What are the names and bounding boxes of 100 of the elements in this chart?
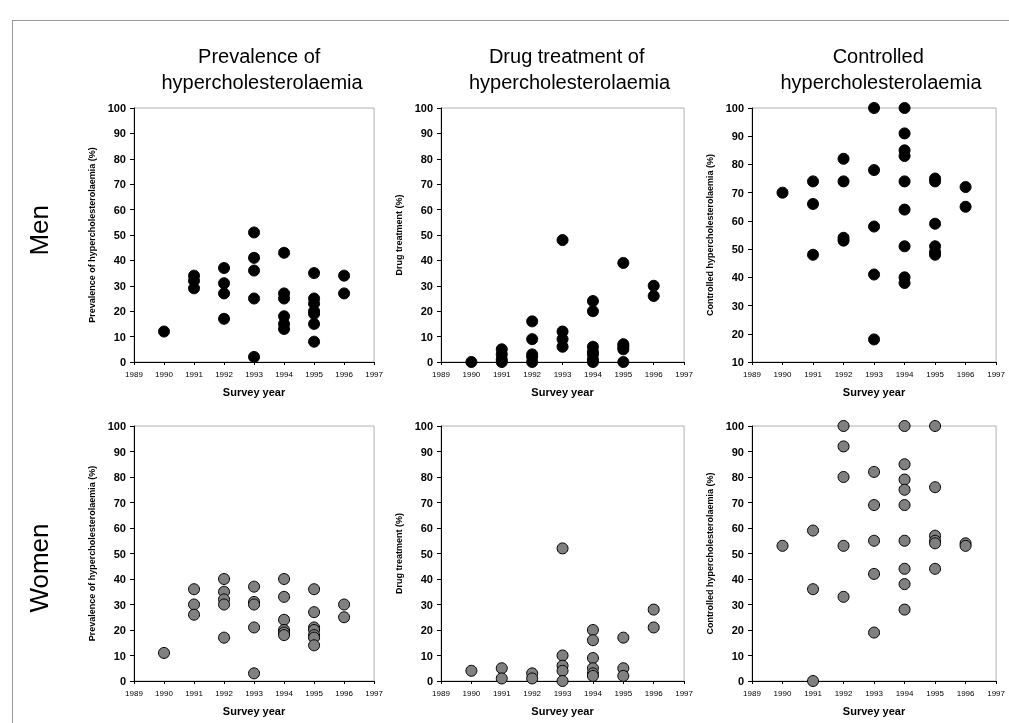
y-tick-label: 30: [420, 598, 433, 611]
x-tick-label: 1990: [155, 369, 174, 379]
y-axis-title: Controlled hypercholesterolaemia (%): [705, 472, 716, 635]
y-tick-label: 50: [113, 547, 126, 560]
y-tick-label: 100: [107, 102, 126, 114]
y-tick-label: 80: [731, 471, 744, 483]
y-tick-label: 10: [420, 330, 433, 343]
x-tick-label: 1997: [365, 369, 384, 379]
x-tick-label: 1997: [675, 369, 694, 379]
y-tick-label: 90: [731, 130, 744, 143]
y-tick-label: 90: [420, 445, 433, 458]
x-tick-label: 1990: [773, 369, 792, 379]
y-tick-label: 30: [420, 279, 433, 292]
x-tick-label: 1993: [245, 688, 264, 698]
y-tick-label: 60: [420, 522, 433, 534]
y-tick-label: 80: [113, 152, 126, 165]
x-tick-label: 1989: [125, 369, 144, 379]
y-tick-label: 100: [414, 102, 433, 114]
x-tick-label: 1990: [773, 688, 792, 698]
y-tick-label: 0: [426, 356, 433, 368]
chart-title: Prevalence of hypercholesterolaemia: [161, 45, 364, 93]
y-tick-label: 60: [113, 203, 126, 216]
chart-title: Controlled hypercholesterolaemia: [780, 45, 983, 93]
y-axis-title: Drug treatment (%): [394, 194, 405, 276]
y-axis-title: Prevalence of hypercholesterolaemia (%): [87, 147, 98, 323]
x-tick-label: 1994: [895, 688, 915, 698]
y-tick-label: 70: [731, 496, 744, 509]
y-tick-label: 0: [119, 675, 126, 687]
x-tick-label: 1993: [553, 369, 572, 379]
x-tick-label: 1996: [335, 369, 354, 379]
y-tick-label: 40: [420, 254, 433, 267]
y-tick-label: 20: [420, 305, 433, 318]
x-axis-title: Survey year: [531, 704, 595, 717]
chart-title: Drug treatment of hypercholesterolaemia: [468, 45, 671, 93]
y-tick-label: 40: [731, 573, 744, 585]
y-tick-label: 40: [420, 573, 433, 585]
y-tick-label: 50: [731, 547, 744, 560]
y-tick-label: 100: [414, 420, 433, 432]
x-tick-label: 1991: [185, 688, 204, 698]
text: Men: [24, 205, 54, 256]
y-tick-label: 30: [113, 598, 126, 611]
y-tick-label: 70: [420, 178, 433, 191]
y-tick-label: 0: [737, 675, 744, 687]
x-tick-label: 1991: [185, 369, 204, 379]
x-tick-label: 1997: [675, 688, 694, 698]
x-axis-title: Survey year: [222, 385, 286, 398]
x-tick-label: 1994: [584, 688, 603, 698]
y-tick-label: 20: [113, 624, 126, 636]
y-tick-label: 20: [113, 305, 126, 318]
x-tick-label: 1991: [492, 688, 512, 698]
x-tick-label: 1996: [644, 688, 664, 698]
y-tick-label: 10: [731, 649, 744, 662]
x-tick-label: 1993: [865, 369, 884, 379]
y-tick-label: 50: [420, 229, 433, 241]
y-tick-label: 10: [113, 649, 126, 662]
x-tick-label: 1996: [956, 369, 976, 379]
y-tick-label: 70: [113, 496, 126, 509]
x-tick-label: 1997: [987, 688, 1006, 698]
y-tick-label: 70: [113, 178, 126, 191]
x-tick-label: 1995: [305, 369, 324, 379]
y-tick-label: 10: [420, 649, 433, 662]
y-tick-label: 100: [725, 102, 744, 114]
y-axis-title: Prevalence of hypercholesterolaemia (%): [87, 465, 98, 642]
x-tick-label: 1994: [584, 369, 603, 379]
x-tick-label: 1990: [462, 369, 481, 379]
y-tick-label: 40: [731, 271, 744, 284]
y-tick-label: 100: [725, 420, 744, 432]
y-tick-label: 60: [731, 214, 744, 227]
y-tick-label: 80: [113, 471, 126, 483]
y-tick-label: 40: [113, 254, 126, 267]
y-tick-label: 0: [119, 356, 126, 368]
y-tick-label: 50: [420, 547, 433, 560]
x-tick-label: 1990: [462, 688, 481, 698]
x-tick-label: 1992: [215, 369, 234, 379]
x-tick-label: 1994: [275, 369, 294, 379]
y-tick-label: 0: [426, 675, 433, 687]
y-tick-label: 20: [731, 624, 744, 636]
x-axis-title: Survey year: [222, 704, 286, 717]
y-tick-label: 50: [113, 229, 126, 241]
x-tick-label: 1989: [743, 369, 762, 379]
y-tick-label: 80: [731, 158, 744, 171]
x-tick-label: 1992: [834, 688, 853, 698]
x-tick-label: 1994: [275, 688, 294, 698]
x-tick-label: 1993: [553, 688, 572, 698]
x-tick-label: 1992: [523, 688, 542, 698]
y-axis-title: Drug treatment (%): [394, 512, 405, 595]
y-tick-label: 30: [731, 598, 744, 611]
x-tick-label: 1992: [215, 688, 234, 698]
x-axis-title: Survey year: [531, 385, 595, 398]
x-axis-title: Survey year: [842, 704, 906, 717]
x-tick-label: 1992: [523, 369, 542, 379]
x-axis-title: Survey year: [842, 385, 906, 398]
y-tick-label: 60: [731, 522, 744, 534]
x-tick-label: 1995: [926, 369, 945, 379]
y-tick-label: 80: [420, 152, 433, 165]
x-tick-label: 1996: [644, 369, 664, 379]
x-tick-label: 1994: [895, 369, 915, 379]
x-tick-label: 1995: [305, 688, 324, 698]
y-tick-label: 10: [113, 330, 126, 343]
x-tick-label: 1996: [335, 688, 354, 698]
